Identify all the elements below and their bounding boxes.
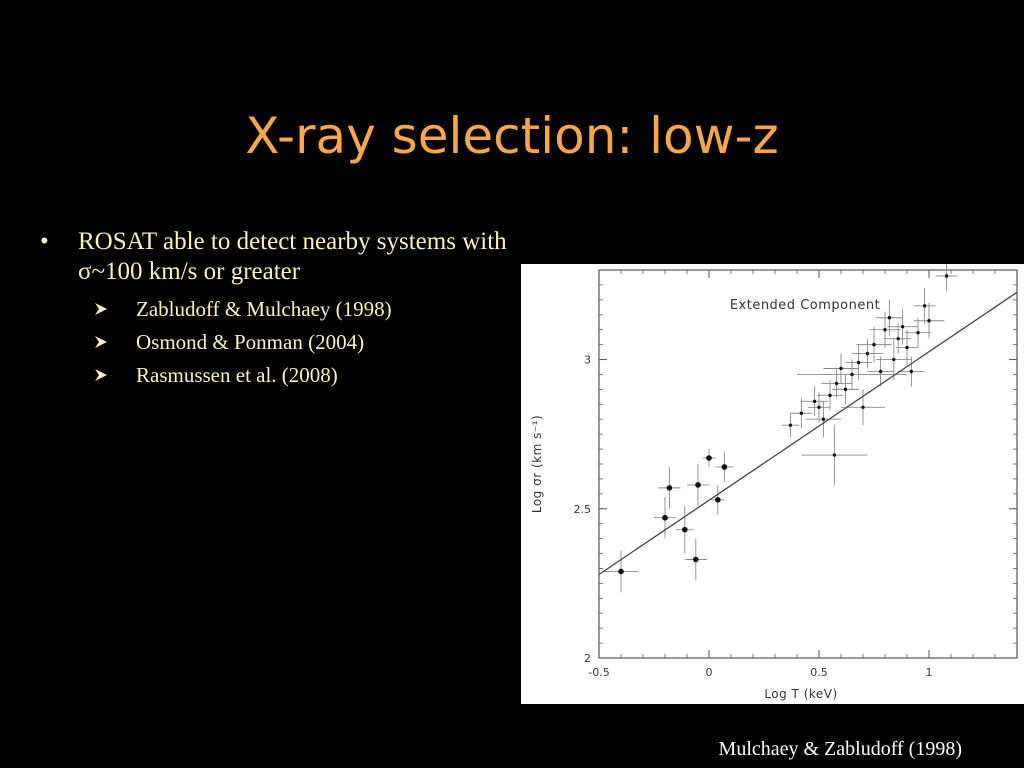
data-point: [834, 381, 839, 386]
sub-bullet-item: Osmond & Ponman (2004): [40, 326, 510, 359]
data-point: [909, 369, 914, 374]
data-point: [872, 342, 876, 347]
x-tick-label: -0.5: [588, 666, 609, 679]
fit-line: [598, 291, 1018, 576]
data-point: [817, 405, 821, 409]
x-tick-label: 0: [706, 666, 713, 679]
sub-bullet-item: Rasmussen et al. (2008): [40, 359, 510, 392]
y-tick-label: 2.5: [574, 503, 592, 516]
plot-frame: [598, 269, 1018, 659]
data-point: [856, 360, 861, 365]
data-point: [706, 455, 712, 461]
sub-bullet-text: Rasmussen et al. (2008): [136, 363, 338, 387]
sub-bullet-list: Zabludoff & Mulchaey (1998) Osmond & Pon…: [40, 293, 510, 392]
data-point: [828, 393, 832, 398]
data-point: [896, 336, 900, 341]
bullet-list: • ROSAT able to detect nearby systems wi…: [40, 227, 510, 392]
x-tick-label: 1: [926, 666, 933, 679]
figure-caption: Mulchaey & Zabludoff (1998): [718, 738, 962, 760]
data-point: [892, 357, 896, 362]
slide-title: X-ray selection: low-z: [245, 107, 779, 165]
data-point: [916, 330, 920, 335]
y-axis-label: Log σr (km s⁻¹): [530, 415, 544, 513]
data-point: [682, 526, 688, 533]
bullet-item: • ROSAT able to detect nearby systems wi…: [40, 227, 510, 287]
data-point: [666, 485, 673, 491]
data-point: [799, 411, 804, 415]
bullet-symbol: •: [40, 228, 49, 255]
data-point: [662, 514, 668, 521]
data-point: [693, 556, 699, 563]
figure-panel: -0.5 0 0.5 1 2 2.5 3 Extended Component Log T …: [521, 264, 1024, 704]
bullet-text: ROSAT able to detect nearby systems with…: [78, 228, 507, 285]
scatter-plot: -0.5 0 0.5 1 2 2.5 3 Extended Component Log T …: [530, 264, 1018, 701]
sub-bullet-item: Zabludoff & Mulchaey (1998): [40, 293, 510, 326]
data-point: [927, 319, 931, 323]
sub-bullet-text: Zabludoff & Mulchaey (1998): [136, 297, 392, 321]
data-point: [812, 399, 817, 404]
arrow-bullet-icon: [95, 336, 107, 348]
data-point: [695, 482, 701, 488]
error-bars: [603, 264, 958, 593]
axis-ticks: -0.5 0 0.5 1 2 2.5 3: [574, 270, 1017, 679]
data-points: [618, 274, 949, 575]
data-point: [887, 316, 892, 320]
data-point: [878, 369, 883, 374]
x-tick-label: 0.5: [810, 666, 828, 679]
data-point: [715, 497, 721, 503]
data-point: [839, 366, 843, 371]
arrow-bullet-icon: [95, 369, 107, 381]
x-axis-label: Log T (keV): [764, 687, 837, 701]
data-point: [922, 304, 927, 308]
sub-bullet-text: Osmond & Ponman (2004): [136, 330, 365, 354]
chart-title: Extended Component: [730, 298, 880, 313]
data-point: [900, 325, 905, 329]
data-point: [788, 423, 793, 427]
data-point: [821, 417, 826, 421]
data-point: [843, 387, 848, 392]
data-point: [865, 351, 870, 356]
data-point: [832, 453, 837, 457]
data-point: [905, 345, 909, 350]
data-point: [944, 274, 949, 278]
y-tick-label: 3: [584, 354, 591, 367]
data-point: [861, 405, 865, 409]
data-point: [883, 327, 887, 332]
data-point: [850, 372, 854, 377]
y-tick-label: 2: [584, 652, 591, 665]
data-point: [618, 568, 624, 575]
arrow-bullet-icon: [95, 303, 107, 315]
data-point: [721, 464, 728, 470]
